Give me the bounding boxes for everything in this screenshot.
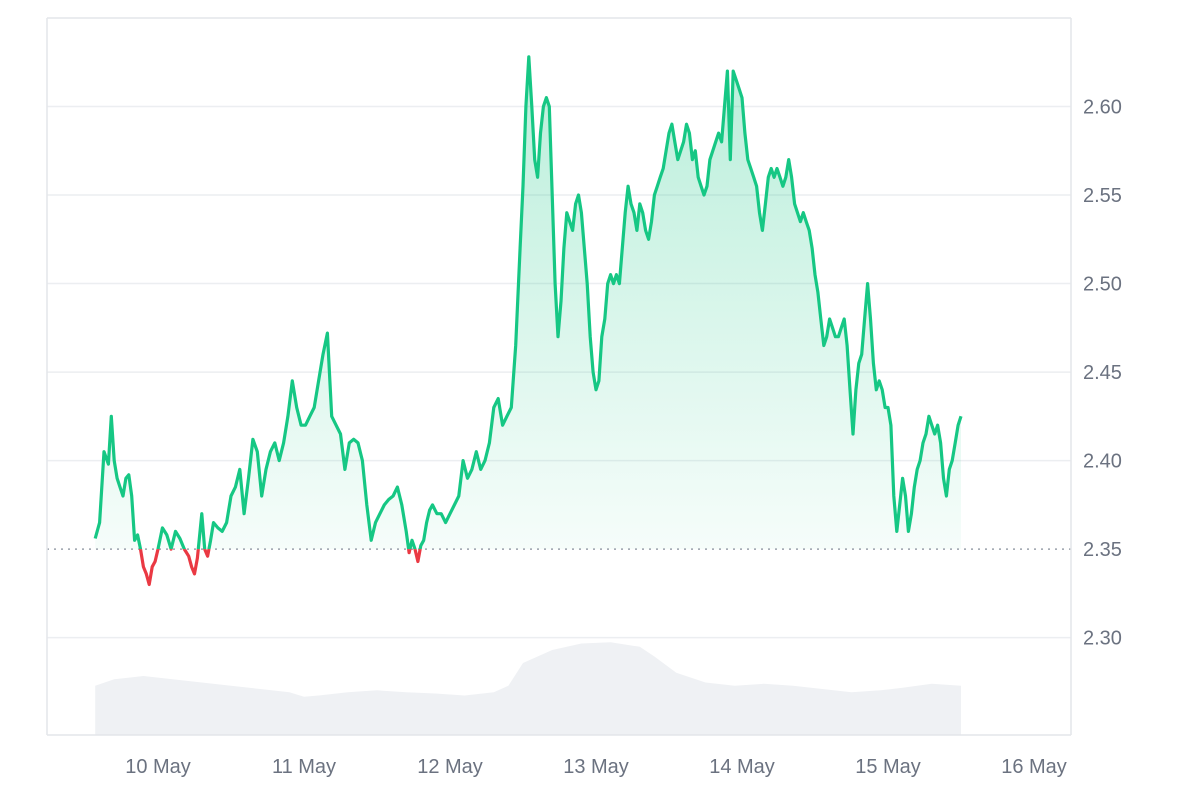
y-tick-label: 2.30 — [1083, 628, 1122, 650]
y-tick-label: 2.40 — [1083, 451, 1122, 473]
x-tick-label: 13 May — [563, 756, 629, 778]
y-tick-label: 2.50 — [1083, 274, 1122, 296]
x-tick-label: 15 May — [855, 756, 921, 778]
x-tick-label: 12 May — [417, 756, 483, 778]
volume-layer — [95, 642, 961, 735]
line-layer[interactable] — [93, 55, 963, 587]
x-tick-label: 14 May — [709, 756, 775, 778]
x-axis: 10 May 11 May 12 May 13 May 14 May 15 May 16 M… — [125, 756, 1067, 778]
x-tick-label: 16 May — [1001, 756, 1067, 778]
y-tick-label: 2.55 — [1083, 185, 1122, 207]
x-tick-label: 10 May — [125, 756, 191, 778]
price-line-up[interactable] — [93, 55, 963, 585]
volume-area — [95, 642, 961, 735]
area-layer — [95, 56, 961, 550]
price-area-fill — [95, 56, 961, 550]
y-tick-label: 2.35 — [1083, 539, 1122, 561]
y-axis: 2.60 2.55 2.50 2.45 2.40 2.35 2.30 — [1083, 97, 1122, 650]
frame-layer — [46, 17, 1072, 736]
y-tick-label: 2.45 — [1083, 362, 1122, 384]
x-tick-label: 11 May — [272, 756, 336, 778]
y-tick-label: 2.60 — [1083, 97, 1122, 119]
